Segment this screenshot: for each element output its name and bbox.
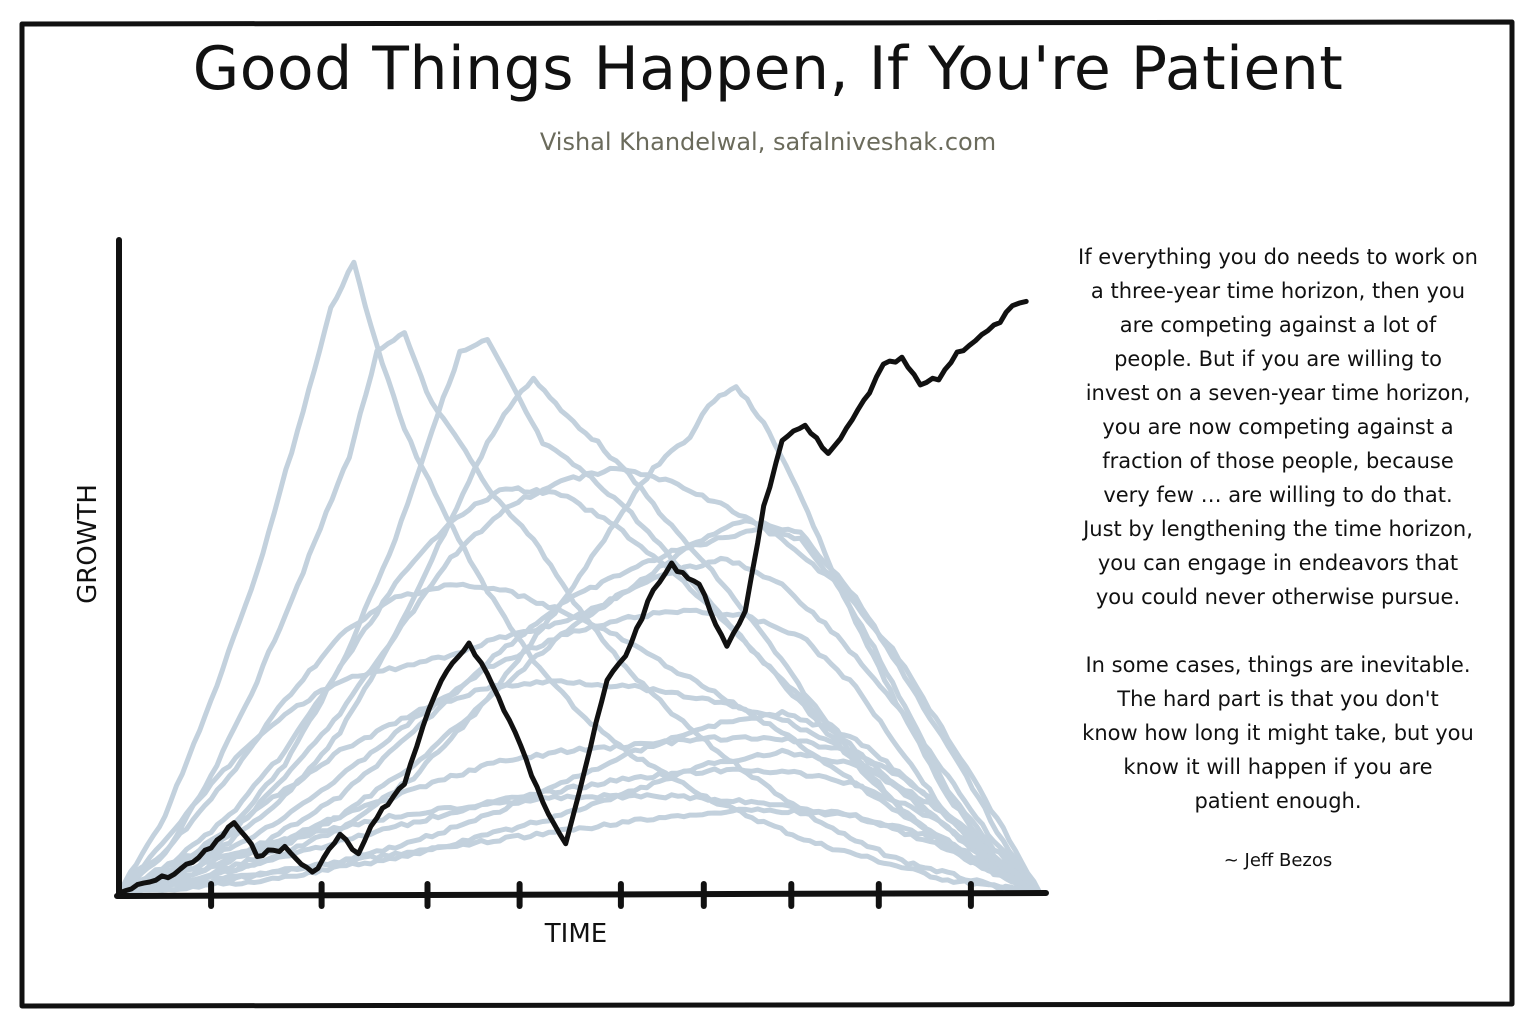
background-series-line-1 (116, 259, 1043, 896)
quote-attribution: ~ Jeff Bezos (1223, 850, 1333, 871)
highlighted-path (116, 298, 1029, 896)
background-series-line-6 (116, 522, 1043, 896)
highlighted-series-line (116, 298, 1029, 896)
x-axis (114, 890, 1049, 899)
background-series-line-9 (116, 607, 1043, 896)
background-series-line-16 (116, 747, 1043, 896)
background-series-line-14 (116, 555, 1043, 896)
x-ticks (208, 881, 974, 909)
axes (114, 237, 1049, 899)
quote-paragraph-1: If everything you do needs to work on a … (1078, 245, 1478, 609)
background-series-line-2 (116, 330, 1043, 896)
x-axis-label: TIME (544, 919, 607, 949)
background-paths (116, 259, 1043, 897)
quote-block: If everything you do needs to work on a … (1058, 240, 1498, 852)
chart-subtitle: Vishal Khandelwal, safalniveshak.com (539, 128, 997, 156)
chart-title: Good Things Happen, If You're Patient (192, 34, 1344, 104)
quote-paragraph-2: In some cases, things are inevitable. Th… (1082, 653, 1474, 813)
background-series-line-19 (116, 806, 1043, 896)
y-axis-label: GROWTH (73, 484, 103, 604)
background-series-line-18 (116, 465, 1043, 896)
